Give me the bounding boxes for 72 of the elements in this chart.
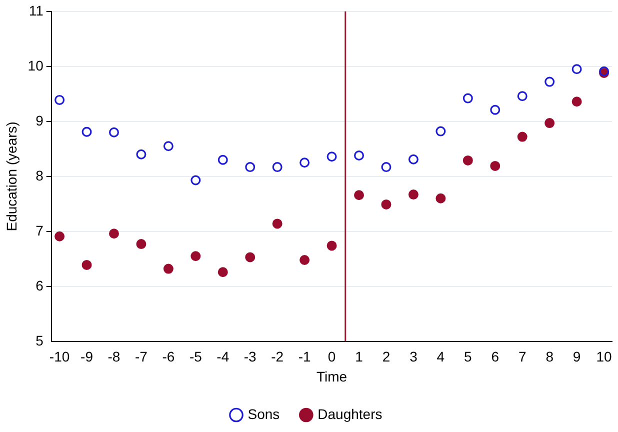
- point: [326, 240, 337, 251]
- y-tick-label: 10: [28, 57, 44, 74]
- x-tick-label: 0: [328, 348, 336, 365]
- x-tick-label: 9: [572, 348, 581, 365]
- point: [490, 104, 500, 115]
- point: [82, 126, 92, 137]
- point: [245, 162, 256, 172]
- y-tick-label: 11: [28, 2, 44, 18]
- point: [218, 154, 228, 165]
- point: [190, 251, 201, 262]
- point: [245, 252, 256, 262]
- x-tick-label: 3: [410, 348, 418, 365]
- legend-label: Daughters: [318, 406, 382, 422]
- x-tick-label: 5: [464, 348, 472, 365]
- point: [82, 260, 92, 270]
- point: [136, 149, 146, 160]
- point: [381, 162, 392, 172]
- legend-label: Sons: [248, 406, 280, 422]
- point: [544, 118, 555, 128]
- x-tick-label: -3: [244, 348, 257, 365]
- x-tick-label: -7: [134, 348, 148, 365]
- point: [408, 190, 418, 200]
- y-tick-label: 9: [36, 112, 44, 128]
- x-tick-label: -9: [80, 348, 94, 365]
- point: [272, 162, 282, 172]
- y-tick-label: 7: [36, 222, 44, 238]
- point: [381, 199, 392, 210]
- point: [572, 64, 582, 74]
- point: [163, 264, 174, 274]
- x-tick-label: -8: [108, 348, 120, 365]
- x-tick-label: 1: [355, 348, 364, 365]
- point: [436, 126, 446, 136]
- x-axis-title: Time: [316, 368, 348, 384]
- point: [108, 127, 119, 138]
- point: [354, 190, 364, 200]
- x-tick-label: 7: [518, 348, 526, 365]
- point: [572, 96, 582, 107]
- x-tick-label: 2: [382, 348, 390, 365]
- point: [490, 160, 500, 171]
- x-tick-label: 10: [596, 348, 612, 365]
- point: [517, 91, 528, 102]
- x-tick-label: 8: [546, 348, 554, 365]
- x-tick-label: -2: [271, 348, 284, 365]
- y-tick-label: 6: [36, 277, 44, 294]
- point: [190, 175, 201, 186]
- point: [408, 154, 418, 164]
- x-tick-label: 4: [436, 348, 445, 365]
- x-tick-label: -5: [189, 348, 202, 365]
- point: [462, 93, 473, 104]
- point: [108, 228, 119, 239]
- point: [300, 255, 310, 265]
- point: [163, 141, 174, 152]
- point: [354, 150, 364, 160]
- y-tick-label: 8: [36, 167, 44, 184]
- y-axis-title: Education (years): [3, 122, 20, 232]
- point: [326, 152, 337, 162]
- x-tick-label: -4: [216, 348, 230, 365]
- point: [462, 155, 473, 166]
- point: [54, 94, 65, 105]
- point: [436, 193, 446, 204]
- x-tick-label: -10: [49, 348, 70, 365]
- x-tick-label: 6: [491, 348, 500, 365]
- point: [54, 231, 65, 242]
- point: [136, 239, 146, 250]
- y-tick-label: 5: [36, 332, 44, 348]
- point: [218, 267, 228, 278]
- point: [544, 76, 555, 87]
- x-tick-label: -6: [162, 348, 175, 365]
- point: [272, 218, 282, 229]
- point: [517, 132, 528, 142]
- x-tick-label: -1: [298, 348, 311, 365]
- point: [300, 158, 310, 168]
